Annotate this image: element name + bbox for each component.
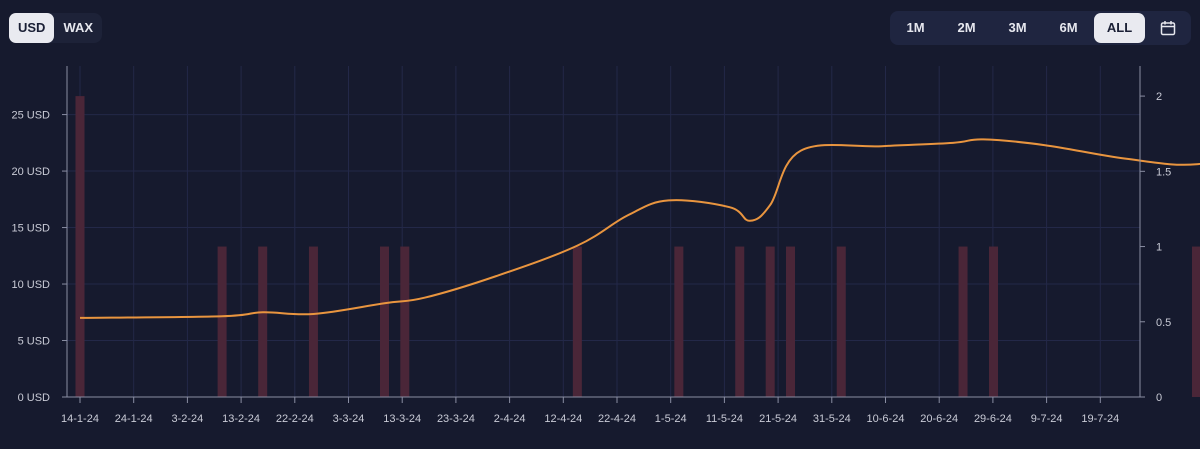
x-tick-label: 20-6-24 [920,413,958,425]
left-tick-label: 0 USD [18,392,50,404]
range-2m-button[interactable]: 2M [957,20,976,35]
left-tick-label: 25 USD [11,110,50,122]
x-tick-label: 21-5-24 [759,413,797,425]
range-6m-button[interactable]: 6M [1059,20,1078,35]
volume-bars [75,96,1200,397]
calendar-icon [1160,21,1176,36]
volume-bar [217,246,227,397]
volume-bar [765,246,775,397]
x-tick-label: 31-5-24 [813,413,851,425]
volume-bar [836,246,846,397]
x-tick-label: 29-6-24 [974,413,1012,425]
volume-bar [958,246,968,397]
price-line [79,138,1200,319]
x-tick-label: 1-5-24 [655,413,687,425]
x-tick-label: 10-6-24 [867,413,905,425]
volume-bar [786,246,795,397]
x-axis-ticks: 14-1-24 24-1-24 3-2-24 13-2-24 22-2-24 3-3-24… [61,397,1119,425]
x-tick-label: 11-5-24 [706,413,743,425]
currency-wax-button[interactable]: WAX [63,20,94,35]
currency-usd-button[interactable]: USD [9,13,55,43]
left-tick-label: 5 USD [18,336,50,348]
calendar-button[interactable] [1145,13,1191,43]
right-tick-label: 0 [1156,392,1162,404]
volume-bar [258,246,268,397]
range-selector: 1M 2M 3M 6M ALL [890,11,1191,45]
x-tick-label: 23-3-24 [437,413,475,425]
x-tick-label: 22-4-24 [598,413,636,425]
x-tick-label: 9-7-24 [1031,413,1063,425]
x-tick-label: 13-3-24 [383,413,421,425]
volume-bar [75,96,85,397]
x-tick-label: 3-2-24 [172,413,204,425]
right-tick-label: 1.5 [1156,166,1171,178]
x-tick-label: 14-1-24 [61,413,99,425]
left-axis-ticks: 0 USD 5 USD 10 USD 15 USD 20 USD 25 USD [11,110,67,404]
range-3m-button[interactable]: 3M [1008,20,1027,35]
volume-bar [989,246,998,397]
right-tick-label: 2 [1156,91,1162,103]
volume-bar [1192,246,1200,397]
x-tick-label: 24-1-24 [115,413,153,425]
volume-bar [572,246,582,397]
left-tick-label: 20 USD [11,166,50,178]
volume-bar [308,246,318,397]
x-tick-label: 19-7-24 [1081,413,1119,425]
right-tick-label: 1 [1156,242,1162,254]
x-tick-label: 2-4-24 [494,413,526,425]
x-tick-label: 22-2-24 [276,413,314,425]
currency-toggle: USD WAX [9,13,103,43]
right-axis-ticks: 0 0.5 1 1.5 2 [1140,91,1171,404]
volume-bar [380,246,389,397]
left-tick-label: 15 USD [11,223,50,235]
right-tick-label: 0.5 [1156,317,1171,329]
range-all-button[interactable]: ALL [1094,13,1145,43]
left-tick-label: 10 USD [11,279,50,291]
range-1m-button[interactable]: 1M [906,20,925,35]
x-tick-label: 3-3-24 [333,413,365,425]
volume-bar [400,246,410,397]
volume-bar [735,246,745,397]
volume-bar [674,246,684,397]
x-tick-label: 13-2-24 [222,413,260,425]
x-tick-label: 12-4-24 [544,413,582,425]
